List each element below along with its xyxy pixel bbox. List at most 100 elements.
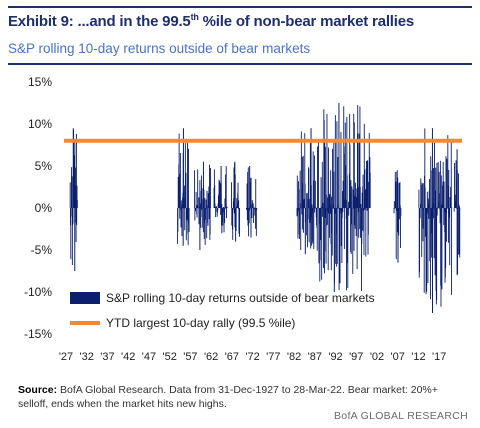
return-bar: [319, 208, 321, 261]
return-bar: [347, 208, 349, 209]
return-bar: [428, 203, 429, 208]
return-bar: [337, 157, 339, 208]
return-bar: [214, 207, 216, 209]
return-bar: [451, 207, 453, 209]
x-tick-label: '87: [308, 351, 322, 363]
y-tick-label: 5%: [35, 159, 53, 173]
return-bar: [194, 170, 196, 208]
return-bar: [351, 188, 353, 208]
return-bar: [323, 208, 324, 268]
return-bar: [394, 171, 396, 208]
return-bar: [443, 181, 445, 208]
return-bar: [329, 193, 331, 208]
return-bar: [430, 156, 432, 208]
return-bar: [329, 208, 330, 238]
return-bar: [306, 193, 308, 208]
return-bar: [76, 200, 78, 208]
return-bar: [341, 208, 343, 263]
return-bar-extreme: [333, 208, 335, 292]
return-bar: [246, 183, 248, 208]
return-bar: [313, 155, 315, 208]
return-bar: [358, 208, 360, 230]
return-bar: [350, 208, 352, 255]
return-bar: [419, 208, 421, 219]
return-bar: [394, 208, 396, 209]
return-bar: [255, 178, 257, 208]
return-bar: [206, 190, 208, 208]
return-bar: [352, 208, 354, 274]
return-bar: [250, 177, 252, 208]
return-bar: [347, 201, 349, 208]
return-bar: [358, 208, 360, 238]
subtitle-bar: S&P rolling 10-day returns outside of be…: [8, 41, 472, 65]
return-bar: [75, 185, 77, 208]
return-bar: [200, 175, 202, 208]
return-bar: [314, 180, 316, 208]
return-bar: [421, 208, 423, 257]
return-bar: [399, 181, 401, 208]
return-bar-extreme: [199, 208, 201, 250]
bar-segment: [69, 128, 78, 271]
return-bar: [299, 208, 300, 239]
bar-segment: [213, 166, 228, 234]
return-bar: [202, 208, 204, 228]
return-bar: [236, 202, 238, 208]
return-bar: [361, 208, 363, 244]
return-bar: [438, 171, 440, 208]
return-bar: [423, 208, 425, 293]
return-bar: [432, 208, 434, 219]
source-text: BofA Global Research. Data from 31-Dec-1…: [18, 384, 438, 410]
return-bar: [334, 208, 336, 214]
bar-segment: [245, 166, 258, 238]
return-bar: [233, 208, 235, 214]
return-bar: [322, 202, 324, 208]
return-bar: [454, 162, 455, 208]
exhibit-header: Exhibit 9: ...and in the 99.5th %ile of …: [8, 6, 472, 40]
return-bar-extreme: [221, 208, 223, 234]
return-bar: [223, 208, 225, 233]
return-bar: [326, 113, 328, 208]
return-bar: [343, 106, 345, 208]
return-bar: [397, 208, 398, 233]
return-bar-extreme: [234, 161, 236, 208]
return-bar: [304, 133, 306, 208]
y-tick-label: 0%: [35, 201, 53, 215]
return-bar: [433, 202, 435, 208]
return-bar: [335, 208, 337, 234]
return-bar: [398, 208, 400, 236]
return-bar: [206, 208, 208, 239]
return-bar: [187, 208, 189, 246]
return-bar: [324, 146, 326, 208]
return-bar: [225, 166, 227, 208]
return-bar: [221, 204, 223, 208]
return-bar-extreme: [310, 128, 312, 208]
return-bar: [205, 208, 206, 220]
return-bar: [325, 208, 327, 264]
return-bar: [332, 208, 334, 209]
return-bar-extreme: [74, 208, 76, 271]
return-bar: [393, 201, 395, 208]
return-bar: [232, 208, 234, 240]
return-bar: [436, 162, 438, 208]
return-bar: [197, 169, 199, 208]
return-bar: [351, 208, 352, 225]
return-bar: [327, 208, 329, 271]
return-bar: [71, 208, 73, 265]
x-tick-label: '92: [328, 351, 342, 363]
return-bar: [443, 208, 445, 226]
return-bar: [450, 186, 452, 208]
return-bar: [368, 132, 370, 208]
return-bar: [322, 208, 324, 217]
return-bar: [420, 185, 422, 208]
return-bar: [355, 182, 357, 208]
return-bar: [427, 198, 429, 208]
return-bar: [199, 190, 201, 208]
return-bar: [183, 208, 185, 209]
y-tick-label: -10%: [24, 285, 52, 299]
chart-subtitle: S&P rolling 10-day returns outside of be…: [8, 41, 311, 56]
return-bar: [330, 208, 332, 271]
x-tick-label: '02: [370, 351, 384, 363]
return-bar: [224, 208, 226, 209]
bar-segment: [453, 149, 461, 276]
return-bar: [421, 183, 423, 208]
